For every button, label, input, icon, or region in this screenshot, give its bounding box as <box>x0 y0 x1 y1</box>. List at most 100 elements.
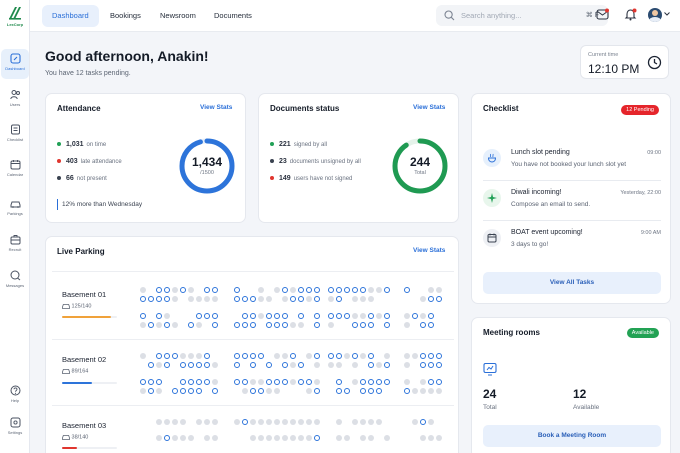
sidebar-item-parkings[interactable]: Parkings <box>1 194 29 224</box>
parking-view-stats-link[interactable]: View Stats <box>413 247 446 254</box>
parking-spot <box>328 287 334 293</box>
top-bar: Dashboard Bookings Newsroom Documents Se… <box>30 0 680 32</box>
parking-spot <box>336 419 342 425</box>
sidebar-item-messages[interactable]: Messages <box>1 266 29 296</box>
car-icon <box>62 435 70 440</box>
parking-spot <box>212 419 218 425</box>
parking-spot <box>314 287 320 293</box>
basement-count: 89/164 <box>62 368 88 374</box>
parking-spot <box>314 322 320 328</box>
parking-spot <box>336 435 342 441</box>
car-icon <box>62 304 70 309</box>
parking-spot <box>314 362 320 368</box>
parking-spot <box>204 379 210 385</box>
parking-spot <box>376 362 382 368</box>
parking-spot <box>336 313 342 319</box>
parking-spot <box>234 296 240 302</box>
parking-spot <box>298 362 304 368</box>
tab-dashboard[interactable]: Dashboard <box>42 5 99 27</box>
documents-stat-unsigned: 23 documents unsigned by all <box>270 158 361 165</box>
parking-spot <box>258 313 264 319</box>
inbox-icon[interactable] <box>596 8 609 21</box>
parking-spot <box>258 388 264 394</box>
view-all-tasks-button[interactable]: View All Tasks <box>483 272 661 294</box>
parking-spot <box>258 379 264 385</box>
sidebar-item-label: Users <box>9 102 21 107</box>
stat-label: late attendance <box>80 159 122 165</box>
basement-count-value: 89/164 <box>71 368 89 375</box>
sidebar-item-checklist[interactable]: Checklist <box>1 120 29 150</box>
basement-count-value: 125/140 <box>71 303 92 310</box>
parking-spot <box>212 322 218 328</box>
parking-spot <box>274 287 280 293</box>
parking-spot <box>140 287 146 293</box>
parking-spot <box>212 362 218 368</box>
parking-spot <box>306 379 312 385</box>
checklist-item-time: 09:00 <box>647 150 661 156</box>
parking-spot <box>250 388 256 394</box>
parking-spot <box>164 313 170 319</box>
avatar[interactable] <box>648 8 662 22</box>
sidebar-item-calendar[interactable]: Calendar <box>1 155 29 185</box>
sidebar-item-help[interactable]: Help <box>1 381 29 411</box>
parking-spot <box>306 353 312 359</box>
parking-spot <box>266 313 272 319</box>
parking-spot <box>148 388 154 394</box>
parking-spot <box>298 313 304 319</box>
search-input[interactable]: Search anything... ⌘ F <box>436 5 608 26</box>
parking-spot <box>212 379 218 385</box>
chevron-down-icon[interactable] <box>664 12 670 16</box>
calendar-icon <box>10 160 20 170</box>
parking-spot <box>180 362 186 368</box>
sidebar-item-dashboard[interactable]: Dashboard <box>1 49 29 79</box>
tab-documents[interactable]: Documents <box>214 11 252 20</box>
parking-spot <box>428 296 434 302</box>
bell-icon[interactable] <box>624 8 637 21</box>
checklist-item-time: 9:00 AM <box>640 230 661 236</box>
parking-spot <box>250 379 256 385</box>
parking-spot <box>368 379 374 385</box>
sidebar-item-users[interactable]: Users <box>1 85 29 115</box>
sidebar-item-settings[interactable]: Settings <box>1 413 29 443</box>
tab-newsroom[interactable]: Newsroom <box>160 11 196 20</box>
parking-spot <box>250 296 256 302</box>
parking-spot <box>266 362 272 368</box>
clock-icon <box>647 55 662 70</box>
parking-spot <box>172 322 178 328</box>
checklist-item[interactable]: BOAT event upcoming! 3 days to go! 9:00 … <box>483 226 661 260</box>
help-icon <box>10 385 20 396</box>
time-label: Current time <box>588 52 619 58</box>
parking-spot <box>352 419 358 425</box>
sidebar-item-recruit[interactable]: Recruit <box>1 230 29 260</box>
tab-bookings[interactable]: Bookings <box>110 11 141 20</box>
parking-spot <box>428 379 434 385</box>
parking-spot <box>436 388 442 394</box>
book-meeting-room-button[interactable]: Book a Meeting Room <box>483 425 661 447</box>
logo[interactable]: LexCorp <box>4 5 26 33</box>
parking-spot <box>328 313 334 319</box>
parking-spot <box>282 287 288 293</box>
parking-spot <box>266 322 272 328</box>
parking-spot <box>212 296 218 302</box>
parking-spot <box>376 388 382 394</box>
parking-spot <box>196 296 202 302</box>
parking-spot <box>204 353 210 359</box>
parking-spot <box>274 322 280 328</box>
checklist-item[interactable]: Lunch slot pending You have not booked y… <box>483 146 661 180</box>
parking-spot <box>234 353 240 359</box>
parking-spot <box>352 296 358 302</box>
meeting-rooms-card: Meeting rooms Available 24 Total 12 Avai… <box>471 317 671 453</box>
parking-spot <box>404 362 410 368</box>
checklist-item[interactable]: Diwali incoming! Compose an email to sen… <box>483 186 661 220</box>
parking-spot <box>428 362 434 368</box>
parking-spot <box>188 435 194 441</box>
parking-spot <box>428 435 434 441</box>
parking-spot <box>404 388 410 394</box>
parking-spot <box>306 419 312 425</box>
search-icon <box>444 10 455 21</box>
parking-spot <box>258 287 264 293</box>
parking-spot <box>298 322 304 328</box>
attendance-view-stats-link[interactable]: View Stats <box>200 104 233 111</box>
documents-view-stats-link[interactable]: View Stats <box>413 104 446 111</box>
parking-spot <box>242 313 248 319</box>
